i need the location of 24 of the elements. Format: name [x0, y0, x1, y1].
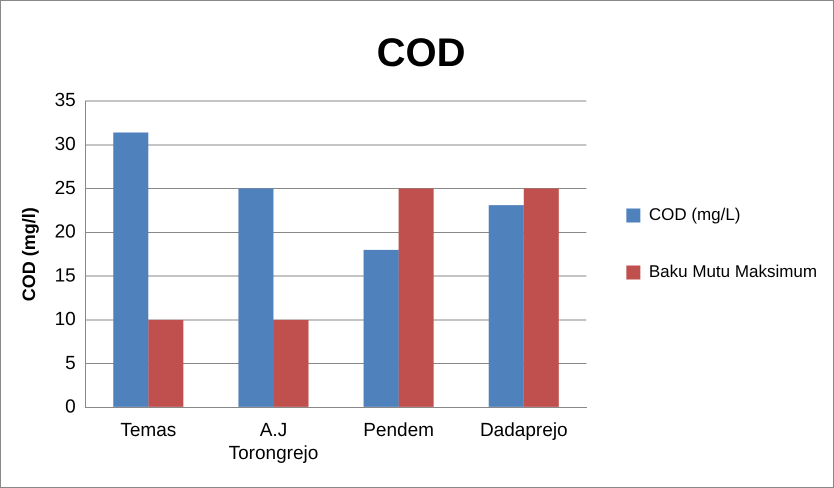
y-tick-label: 15: [54, 265, 76, 286]
y-axis-title: COD (mg/l): [18, 207, 39, 302]
bar: [524, 188, 559, 407]
x-tick-label: Temas: [120, 420, 176, 442]
bar: [148, 320, 184, 407]
bar: [273, 320, 309, 407]
x-tick-label: A.J Torongrejo: [228, 420, 318, 464]
y-tick-label: 5: [65, 352, 76, 374]
bar: [364, 250, 399, 407]
legend-label: Baku Mutu Maksimum: [648, 262, 818, 282]
y-tick-label: 10: [54, 309, 76, 330]
chart-title: COD: [376, 31, 466, 76]
bar: [488, 205, 524, 407]
y-tick-label: 35: [54, 90, 76, 112]
y-tick-label: 30: [54, 134, 76, 156]
y-tick-label: 0: [65, 396, 76, 418]
y-tick-label: 20: [54, 222, 76, 243]
x-tick-label: Pendem: [363, 420, 434, 442]
bar: [113, 132, 148, 407]
bar: [398, 188, 434, 407]
legend-label: COD (mg/L): [648, 205, 740, 224]
y-tick-label: 25: [54, 178, 76, 199]
bar: [238, 188, 274, 407]
x-tick-label: Dadaprejo: [480, 420, 568, 442]
